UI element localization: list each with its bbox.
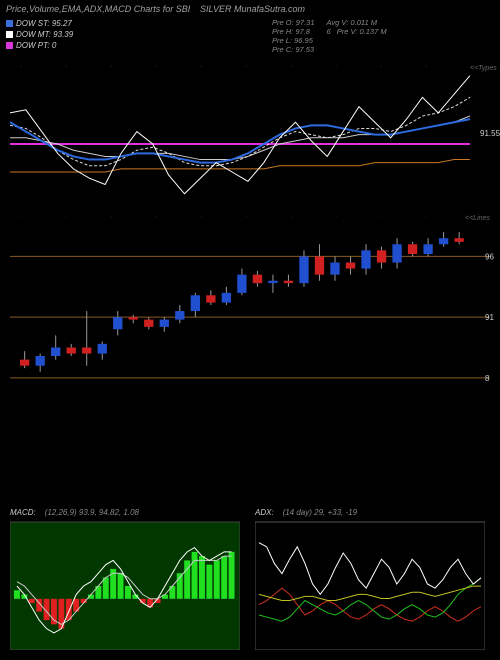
- adx-title: ADX: (14 day) 29, +33, -19: [255, 508, 357, 517]
- svg-text:<<Types: <<Types: [470, 65, 497, 72]
- svg-text:·: ·: [110, 63, 112, 70]
- svg-text:·: ·: [425, 63, 427, 70]
- svg-text:·: ·: [290, 213, 292, 220]
- svg-text:·: ·: [20, 63, 22, 70]
- svg-text:·: ·: [290, 63, 292, 70]
- svg-text:·: ·: [65, 213, 67, 220]
- title-left: Price,Volume,EMA,ADX,MACD Charts for SBI: [6, 4, 190, 14]
- title-right: SILVER MunafaSutra.com: [200, 4, 305, 14]
- svg-text:·: ·: [380, 63, 382, 70]
- macd-panel: [10, 510, 240, 650]
- ohlc-stats: Pre O: 97.31Pre H: 97.8Pre L: 96.95Pre C…: [270, 16, 399, 56]
- ema-panel: ···········91.55<<Types: [10, 60, 500, 200]
- svg-text:·: ·: [245, 63, 247, 70]
- svg-text:96: 96: [485, 252, 494, 261]
- svg-text:·: ·: [335, 213, 337, 220]
- candlestick-panel: ···········96918<<Lines: [10, 210, 500, 400]
- svg-text:91.55: 91.55: [480, 129, 500, 138]
- svg-text:·: ·: [200, 63, 202, 70]
- dow-legend: DOW ST: 95.27DOW MT: 93.39DOW PT: 0: [6, 18, 73, 51]
- adx-panel: [255, 510, 485, 650]
- svg-text:·: ·: [110, 213, 112, 220]
- svg-text:8: 8: [485, 374, 490, 383]
- svg-text:91: 91: [485, 313, 494, 322]
- svg-text:<<Lines: <<Lines: [465, 215, 490, 222]
- svg-text:·: ·: [65, 63, 67, 70]
- svg-text:·: ·: [245, 213, 247, 220]
- macd-title: MACD: (12,26,9) 93.9, 94.82, 1.08: [10, 508, 139, 517]
- svg-text:·: ·: [155, 63, 157, 70]
- chart-header: Price,Volume,EMA,ADX,MACD Charts for SBI…: [0, 2, 500, 52]
- svg-text:·: ·: [155, 213, 157, 220]
- svg-text:·: ·: [425, 213, 427, 220]
- svg-text:·: ·: [200, 213, 202, 220]
- svg-text:·: ·: [335, 63, 337, 70]
- svg-text:·: ·: [20, 213, 22, 220]
- svg-text:·: ·: [380, 213, 382, 220]
